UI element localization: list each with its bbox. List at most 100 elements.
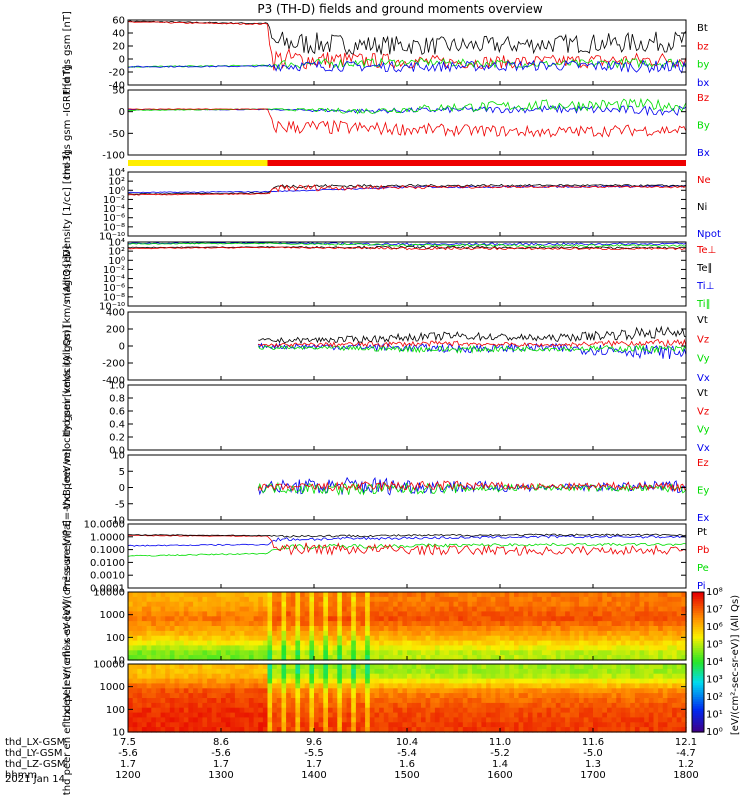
- heatmap-cell: [234, 645, 241, 651]
- colorbar-cell: [692, 680, 704, 684]
- heatmap-cell: [453, 650, 459, 656]
- heatmap-cell: [532, 664, 538, 670]
- heatmap-cell: [607, 635, 613, 642]
- heatmap-cell: [253, 616, 259, 622]
- heatmap-cell: [267, 616, 273, 622]
- heatmap-cell: [211, 678, 217, 685]
- heatmap-cell: [402, 596, 408, 603]
- heatmap-cell: [286, 673, 292, 680]
- heatmap-cell: [458, 626, 464, 632]
- heatmap-cell: [639, 655, 645, 661]
- heatmap-cell: [290, 630, 297, 637]
- heatmap-cell: [504, 650, 510, 656]
- heatmap-cell: [644, 611, 650, 617]
- heatmap-cell: [481, 673, 487, 680]
- footer-row-label: hhmm: [5, 770, 37, 781]
- heatmap-cell: [565, 664, 571, 670]
- heatmap-cell: [597, 635, 603, 642]
- heatmap-cell: [444, 621, 450, 627]
- heatmap-cell: [258, 693, 264, 699]
- heatmap-cell: [453, 621, 459, 627]
- heatmap-cell: [518, 693, 524, 699]
- heatmap-cell: [662, 592, 669, 598]
- heatmap-cell: [458, 664, 464, 670]
- heatmap-cell: [541, 611, 548, 617]
- heatmap-cell: [337, 592, 343, 598]
- footer-value: 1.7: [120, 759, 136, 770]
- heatmap-cell: [132, 698, 138, 704]
- heatmap-cell: [625, 635, 631, 642]
- heatmap-cell: [193, 621, 199, 627]
- heatmap-cell: [165, 717, 171, 723]
- heatmap-cell: [216, 616, 222, 622]
- heatmap-cell: [472, 596, 478, 603]
- heatmap-cell: [616, 640, 622, 647]
- heatmap-cell: [207, 592, 213, 598]
- heatmap-cell: [169, 611, 176, 617]
- heatmap-cell: [230, 712, 236, 719]
- heatmap-cell: [411, 712, 417, 719]
- heatmap-cell: [532, 655, 538, 661]
- heatmap-cell: [486, 664, 492, 670]
- heatmap-cell: [630, 712, 636, 719]
- heatmap-cell: [365, 712, 371, 719]
- heatmap-cell: [611, 596, 617, 603]
- heatmap-cell: [407, 650, 413, 656]
- heatmap-cell: [588, 592, 594, 598]
- heatmap-cell: [267, 688, 273, 694]
- heatmap-cell: [388, 717, 394, 723]
- heatmap-cell: [667, 655, 673, 661]
- heatmap-cell: [202, 601, 208, 608]
- heatmap-cell: [141, 707, 148, 714]
- heatmap-cell: [328, 645, 334, 651]
- heatmap-cell: [258, 707, 264, 714]
- heatmap-cell: [137, 664, 143, 670]
- heatmap-cell: [337, 688, 343, 694]
- heatmap-cell: [393, 601, 399, 608]
- heatmap-cell: [476, 606, 483, 613]
- heatmap-cell: [267, 626, 273, 632]
- colorbar-tick-label: 10⁶: [706, 622, 723, 633]
- heatmap-cell: [616, 678, 622, 685]
- heatmap-cell: [532, 688, 538, 694]
- heatmap-cell: [328, 650, 334, 656]
- series-line-Ni: [128, 183, 687, 195]
- y-tick-label: 1.0000: [90, 532, 125, 543]
- heatmap-cell: [253, 727, 259, 733]
- heatmap-cell: [351, 664, 357, 670]
- heatmap-cell: [662, 655, 669, 661]
- heatmap-cell: [625, 702, 631, 709]
- heatmap-cell: [676, 727, 682, 733]
- heatmap-cell: [574, 727, 580, 733]
- heatmap-cell: [537, 635, 543, 642]
- heatmap-cell: [202, 606, 208, 613]
- heatmap-cell: [169, 707, 176, 714]
- footer-value: -4.7: [676, 748, 696, 759]
- heatmap-cell: [472, 678, 478, 685]
- colorbar-cell: [692, 708, 704, 712]
- date-label: 2021 Jan 14: [5, 774, 65, 785]
- heatmap-cell: [383, 693, 390, 699]
- heatmap-cell: [295, 606, 301, 613]
- heatmap-cell: [379, 702, 385, 709]
- heatmap-cell: [248, 668, 255, 675]
- y-tick-label: 0: [119, 107, 125, 118]
- heatmap-cell: [467, 621, 473, 627]
- heatmap-cell: [634, 606, 641, 613]
- heatmap-cell: [448, 673, 455, 680]
- heatmap-cell: [602, 683, 608, 689]
- heatmap-cell: [681, 592, 687, 598]
- y-tick-label: 10⁻⁶: [103, 213, 125, 224]
- heatmap-cell: [323, 606, 329, 613]
- footer-ephemeris: thd_LX-GSM 7.5 8.6 9.6 10.4 11.0 11.6 12.1thd_L…: [5, 737, 699, 781]
- heatmap-cell: [500, 655, 506, 661]
- heatmap-cell: [551, 650, 557, 656]
- heatmap-cell: [132, 678, 138, 685]
- heatmap-cell: [351, 606, 357, 613]
- heatmap-cell: [179, 727, 185, 733]
- heatmap-cell: [672, 717, 678, 723]
- heatmap-cell: [132, 650, 138, 656]
- heatmap-cell: [625, 626, 631, 632]
- heatmap-cell: [490, 606, 496, 613]
- heatmap-cell: [490, 626, 496, 632]
